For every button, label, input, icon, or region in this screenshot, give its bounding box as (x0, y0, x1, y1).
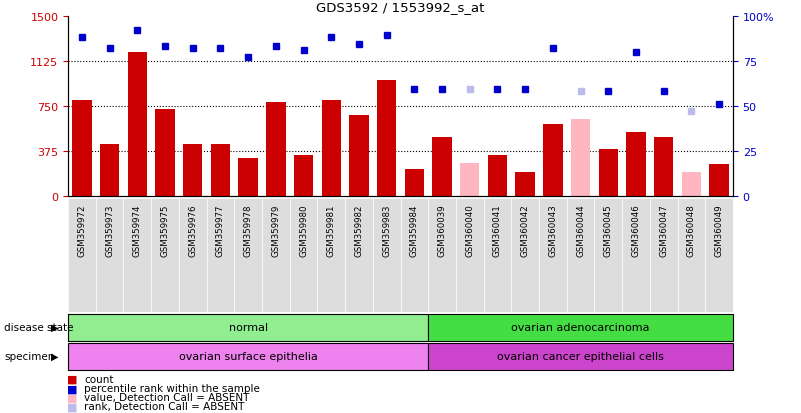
Bar (594, 198, 622, 312)
Text: GSM360045: GSM360045 (604, 204, 613, 256)
Bar (654, 138, 674, 196)
Bar (429, 198, 456, 312)
Text: GSM360049: GSM360049 (714, 204, 723, 256)
Bar (349, 116, 368, 196)
Text: GSM359982: GSM359982 (355, 204, 364, 256)
Bar (266, 103, 285, 196)
Bar (294, 155, 313, 196)
Text: GSM360041: GSM360041 (493, 204, 502, 256)
Bar (678, 198, 705, 312)
Bar (456, 198, 484, 312)
Text: ovarian adenocarcinoma: ovarian adenocarcinoma (511, 322, 650, 332)
Text: value, Detection Call = ABSENT: value, Detection Call = ABSENT (84, 392, 249, 402)
Bar (429, 343, 733, 370)
Bar (710, 164, 729, 196)
Text: normal: normal (228, 322, 268, 332)
Text: GSM360042: GSM360042 (521, 204, 529, 256)
Bar (460, 164, 480, 196)
Bar (100, 145, 119, 196)
Bar (626, 133, 646, 196)
Text: GSM360047: GSM360047 (659, 204, 668, 256)
Text: GSM359980: GSM359980 (299, 204, 308, 256)
Text: GSM359973: GSM359973 (105, 204, 114, 256)
Text: count: count (84, 374, 114, 384)
Bar (400, 198, 429, 312)
Text: GSM360044: GSM360044 (576, 204, 585, 256)
Bar (235, 198, 262, 312)
Text: ovarian surface epithelia: ovarian surface epithelia (179, 351, 317, 361)
Text: GSM360039: GSM360039 (437, 204, 446, 256)
Text: rank, Detection Call = ABSENT: rank, Detection Call = ABSENT (84, 401, 244, 411)
Text: ovarian cancer epithelial cells: ovarian cancer epithelial cells (497, 351, 664, 361)
Bar (429, 314, 733, 341)
Bar (622, 198, 650, 312)
Bar (68, 314, 429, 341)
Bar (96, 198, 123, 312)
Text: GSM360048: GSM360048 (687, 204, 696, 256)
Text: GSM359984: GSM359984 (410, 204, 419, 256)
Text: GSM360046: GSM360046 (631, 204, 641, 256)
Text: GSM359981: GSM359981 (327, 204, 336, 256)
Title: GDS3592 / 1553992_s_at: GDS3592 / 1553992_s_at (316, 1, 485, 14)
Bar (68, 198, 96, 312)
Bar (151, 198, 179, 312)
Text: GSM360040: GSM360040 (465, 204, 474, 256)
Bar (183, 145, 203, 196)
Text: GSM359979: GSM359979 (272, 204, 280, 256)
Text: GSM359983: GSM359983 (382, 204, 391, 256)
Text: ■: ■ (66, 374, 78, 384)
Bar (543, 124, 562, 196)
Bar (539, 198, 567, 312)
Bar (127, 52, 147, 196)
Text: GSM359974: GSM359974 (133, 204, 142, 256)
Bar (372, 198, 400, 312)
Bar (207, 198, 235, 312)
Bar (598, 150, 618, 196)
Bar (484, 198, 511, 312)
Bar (155, 110, 175, 196)
Bar (488, 155, 507, 196)
Text: GSM359972: GSM359972 (78, 204, 87, 256)
Text: GSM359978: GSM359978 (244, 204, 252, 256)
Bar (650, 198, 678, 312)
Text: GSM359976: GSM359976 (188, 204, 197, 256)
Bar (345, 198, 372, 312)
Bar (567, 198, 594, 312)
Text: GSM359975: GSM359975 (160, 204, 170, 256)
Bar (705, 198, 733, 312)
Bar (433, 138, 452, 196)
Bar (179, 198, 207, 312)
Bar (516, 172, 535, 196)
Bar (68, 343, 429, 370)
Bar (317, 198, 345, 312)
Bar (290, 198, 317, 312)
Bar (682, 172, 701, 196)
Text: ■: ■ (66, 392, 78, 402)
Bar (72, 100, 91, 196)
Bar (377, 81, 396, 196)
Bar (211, 145, 230, 196)
Bar (262, 198, 290, 312)
Bar (321, 100, 341, 196)
Text: GSM360043: GSM360043 (549, 204, 557, 256)
Text: ▶: ▶ (51, 351, 58, 361)
Bar (405, 170, 424, 196)
Bar (511, 198, 539, 312)
Text: ■: ■ (66, 401, 78, 411)
Text: ▶: ▶ (51, 322, 58, 332)
Bar (571, 119, 590, 196)
Text: GSM359977: GSM359977 (216, 204, 225, 256)
Text: ■: ■ (66, 383, 78, 393)
Bar (239, 159, 258, 196)
Text: disease state: disease state (4, 322, 74, 332)
Text: percentile rank within the sample: percentile rank within the sample (84, 383, 260, 393)
Text: specimen: specimen (4, 351, 54, 361)
Bar (123, 198, 151, 312)
